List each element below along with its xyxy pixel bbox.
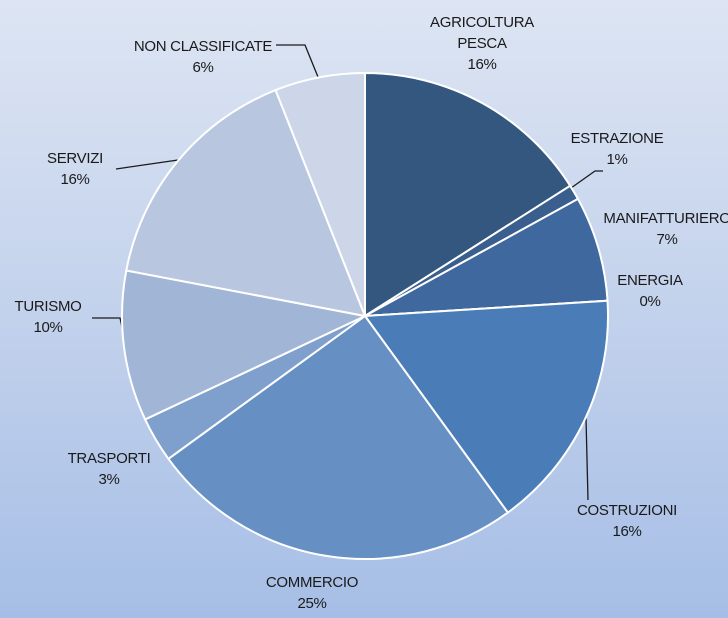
slice-label: ENERGIA bbox=[617, 272, 683, 289]
slice-label: MANIFATTURIERO bbox=[603, 210, 728, 227]
slice-label: TRASPORTI bbox=[67, 450, 151, 467]
slice-value: 16% bbox=[60, 171, 90, 188]
pie-slice bbox=[125, 88, 367, 318]
slice-value: 3% bbox=[98, 471, 120, 488]
pie-slice bbox=[364, 197, 609, 317]
leader-line bbox=[585, 417, 589, 501]
slice-value: 1% bbox=[606, 151, 628, 168]
slice-value: 0% bbox=[639, 293, 661, 310]
slice-value: 16% bbox=[467, 56, 497, 73]
slice-value: 6% bbox=[192, 59, 214, 76]
pie-slice bbox=[121, 269, 369, 421]
pie-slice bbox=[274, 71, 366, 317]
slice-value: 10% bbox=[33, 319, 63, 336]
slice-label: AGRICOLTURA PESCA bbox=[430, 14, 534, 52]
slice-label: COSTRUZIONI bbox=[576, 502, 678, 519]
pie-slice bbox=[363, 299, 609, 514]
slice-value: 25% bbox=[297, 595, 327, 612]
pie-slice bbox=[364, 71, 572, 318]
leader-line bbox=[92, 317, 127, 346]
slice-label: SERVIZI bbox=[47, 150, 103, 167]
slice-value: 16% bbox=[612, 523, 642, 540]
leader-line bbox=[115, 159, 179, 170]
slice-label: ESTRAZIONE bbox=[570, 130, 664, 147]
slice-label: NON CLASSIFICATE bbox=[133, 38, 273, 55]
slice-label: TURISMO bbox=[14, 298, 82, 315]
pie-slice bbox=[167, 314, 510, 560]
leader-line bbox=[276, 44, 319, 78]
slice-value: 7% bbox=[656, 231, 678, 248]
slice-label: COMMERCIO bbox=[265, 574, 359, 591]
leader-line bbox=[570, 170, 603, 189]
